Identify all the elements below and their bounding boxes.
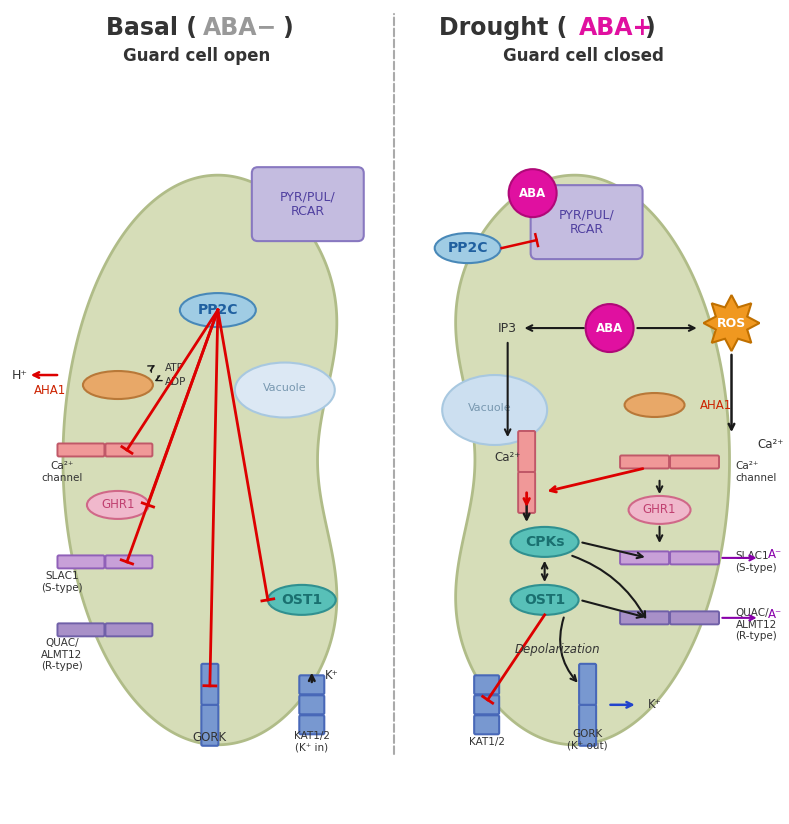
Text: CPKs: CPKs bbox=[525, 535, 564, 549]
FancyBboxPatch shape bbox=[58, 624, 104, 636]
Text: IP3: IP3 bbox=[498, 321, 517, 335]
Text: Guard cell closed: Guard cell closed bbox=[503, 47, 664, 65]
Text: ): ) bbox=[645, 16, 656, 40]
Text: Guard cell open: Guard cell open bbox=[123, 47, 271, 65]
FancyBboxPatch shape bbox=[474, 676, 499, 695]
Text: PYR/PUL/
RCAR: PYR/PUL/ RCAR bbox=[280, 190, 335, 218]
Text: A⁻: A⁻ bbox=[768, 549, 782, 561]
Text: Ca²⁺
channel: Ca²⁺ channel bbox=[41, 461, 83, 483]
FancyBboxPatch shape bbox=[474, 715, 499, 734]
Text: Drought (: Drought ( bbox=[439, 16, 567, 40]
FancyBboxPatch shape bbox=[201, 705, 219, 746]
Ellipse shape bbox=[625, 393, 685, 417]
Text: Ca²⁺: Ca²⁺ bbox=[757, 438, 783, 452]
Text: AHA1: AHA1 bbox=[34, 383, 66, 396]
Polygon shape bbox=[704, 295, 760, 351]
Text: PYR/PUL/
RCAR: PYR/PUL/ RCAR bbox=[559, 208, 615, 236]
Text: ABA+: ABA+ bbox=[578, 16, 653, 40]
Circle shape bbox=[585, 304, 634, 352]
Text: Depolarization: Depolarization bbox=[514, 644, 600, 657]
Text: Vacuole: Vacuole bbox=[468, 403, 511, 413]
Text: PP2C: PP2C bbox=[447, 241, 488, 255]
Text: OST1: OST1 bbox=[281, 593, 323, 606]
FancyBboxPatch shape bbox=[531, 185, 642, 259]
Text: Basal (: Basal ( bbox=[106, 16, 197, 40]
Ellipse shape bbox=[87, 491, 149, 519]
Text: A⁻: A⁻ bbox=[768, 608, 782, 621]
FancyBboxPatch shape bbox=[106, 443, 152, 456]
Text: Vacuole: Vacuole bbox=[263, 383, 307, 393]
Polygon shape bbox=[63, 176, 337, 745]
FancyBboxPatch shape bbox=[106, 624, 152, 636]
FancyBboxPatch shape bbox=[58, 443, 104, 456]
FancyBboxPatch shape bbox=[670, 611, 719, 625]
FancyBboxPatch shape bbox=[670, 456, 719, 469]
Ellipse shape bbox=[442, 375, 547, 445]
Ellipse shape bbox=[180, 293, 256, 327]
Ellipse shape bbox=[510, 585, 578, 615]
FancyBboxPatch shape bbox=[474, 695, 499, 714]
Text: SLAC1
(S-type): SLAC1 (S-type) bbox=[41, 571, 83, 592]
Text: PP2C: PP2C bbox=[197, 303, 238, 317]
FancyBboxPatch shape bbox=[201, 664, 219, 705]
Text: H⁺: H⁺ bbox=[12, 368, 28, 382]
FancyBboxPatch shape bbox=[620, 611, 669, 625]
Text: GHR1: GHR1 bbox=[643, 503, 676, 517]
Text: GHR1: GHR1 bbox=[101, 499, 135, 512]
FancyBboxPatch shape bbox=[58, 555, 104, 569]
FancyBboxPatch shape bbox=[252, 167, 364, 241]
Text: ): ) bbox=[282, 16, 293, 40]
Text: GORK: GORK bbox=[193, 731, 227, 744]
Text: QUAC/
ALMT12
(R-type): QUAC/ ALMT12 (R-type) bbox=[41, 639, 83, 672]
Text: ABA: ABA bbox=[596, 321, 623, 335]
FancyBboxPatch shape bbox=[299, 676, 324, 695]
FancyBboxPatch shape bbox=[579, 705, 596, 746]
Circle shape bbox=[509, 169, 556, 218]
Text: ROS: ROS bbox=[717, 316, 746, 330]
FancyBboxPatch shape bbox=[620, 551, 669, 564]
Text: K⁺: K⁺ bbox=[325, 669, 338, 682]
FancyBboxPatch shape bbox=[670, 551, 719, 564]
Text: ABA: ABA bbox=[519, 187, 546, 199]
FancyBboxPatch shape bbox=[299, 715, 324, 734]
FancyBboxPatch shape bbox=[620, 456, 669, 469]
Text: Ca²⁺: Ca²⁺ bbox=[495, 452, 521, 465]
Ellipse shape bbox=[510, 527, 578, 557]
Text: AHA1: AHA1 bbox=[700, 399, 731, 411]
FancyBboxPatch shape bbox=[299, 695, 324, 714]
Ellipse shape bbox=[267, 585, 336, 615]
Polygon shape bbox=[455, 176, 730, 745]
Text: OST1: OST1 bbox=[524, 593, 565, 606]
Text: GORK
(K⁺ out): GORK (K⁺ out) bbox=[567, 729, 608, 751]
Text: KAT1/2: KAT1/2 bbox=[469, 737, 505, 747]
Ellipse shape bbox=[235, 363, 335, 418]
Text: KAT1/2
(K⁺ in): KAT1/2 (K⁺ in) bbox=[294, 731, 330, 752]
Text: Ca²⁺
channel: Ca²⁺ channel bbox=[735, 461, 777, 483]
Text: ABA−: ABA− bbox=[203, 16, 277, 40]
Ellipse shape bbox=[83, 371, 153, 399]
Text: QUAC/
ALMT12
(R-type): QUAC/ ALMT12 (R-type) bbox=[735, 608, 777, 641]
Text: ADP: ADP bbox=[165, 377, 186, 387]
Ellipse shape bbox=[629, 496, 690, 524]
Text: ATP: ATP bbox=[165, 363, 184, 373]
FancyBboxPatch shape bbox=[579, 664, 596, 705]
Text: SLAC1
(S-type): SLAC1 (S-type) bbox=[735, 551, 777, 573]
FancyBboxPatch shape bbox=[518, 431, 535, 472]
Text: K⁺: K⁺ bbox=[648, 698, 661, 711]
Ellipse shape bbox=[435, 233, 501, 263]
FancyBboxPatch shape bbox=[106, 555, 152, 569]
FancyBboxPatch shape bbox=[518, 472, 535, 513]
